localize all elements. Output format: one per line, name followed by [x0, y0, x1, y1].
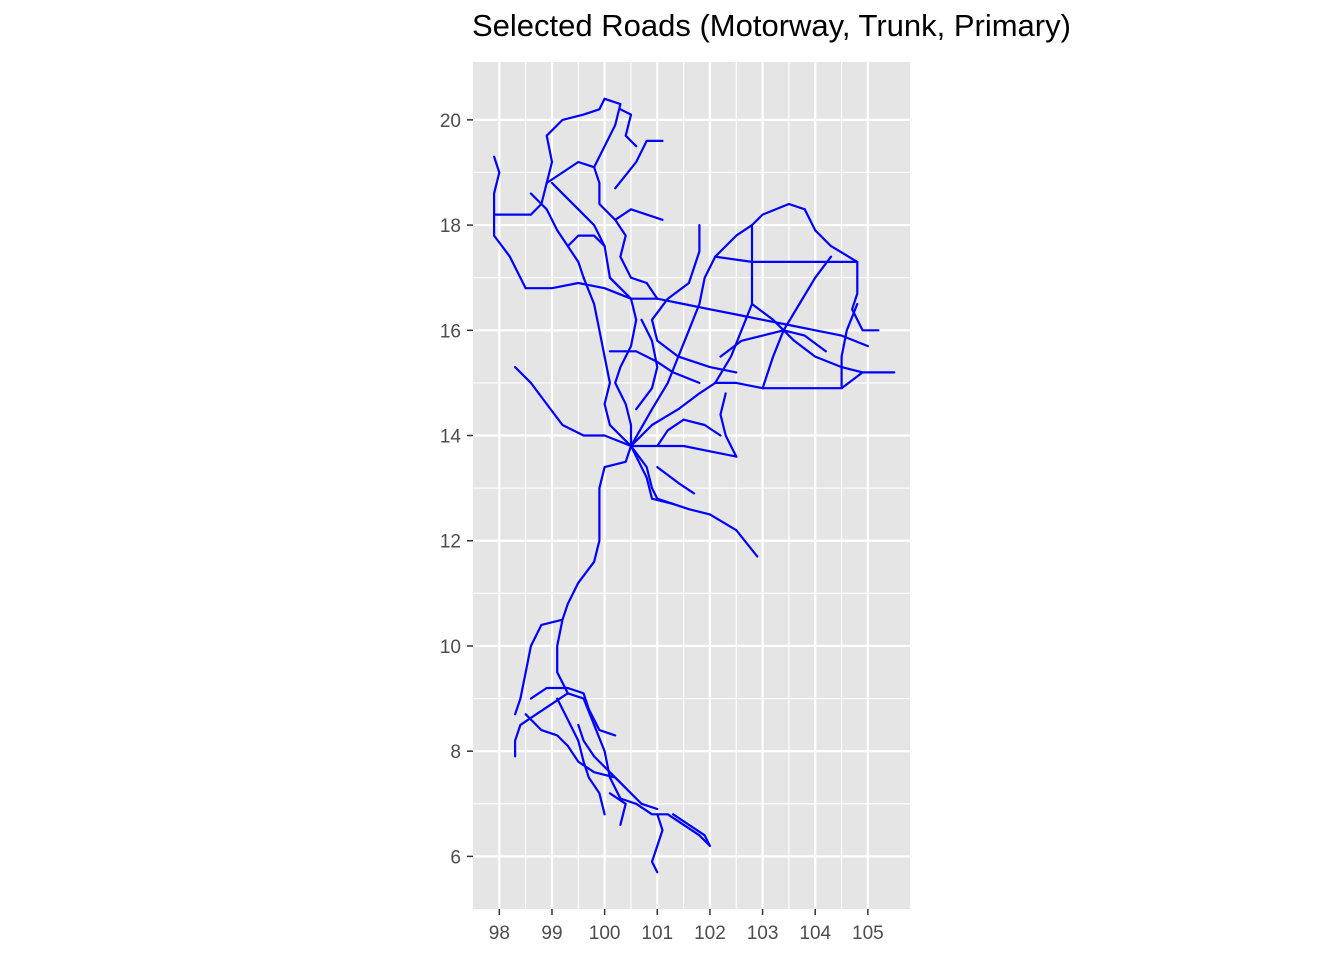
road-line	[592, 97, 622, 169]
road-line	[750, 302, 864, 374]
road-line	[650, 813, 664, 874]
road-line	[614, 208, 664, 221]
x-tick-label: 104	[799, 923, 831, 944]
plot-panel	[473, 62, 910, 909]
road-line	[582, 276, 633, 448]
road-line	[513, 366, 633, 448]
road-line	[714, 255, 859, 263]
road-line	[566, 234, 606, 248]
road-line	[513, 692, 569, 758]
road-line	[656, 418, 722, 448]
road-line	[671, 813, 712, 848]
road-line	[719, 392, 738, 458]
y-tick-label: 6	[450, 847, 461, 868]
road-line	[493, 155, 527, 290]
road-line	[614, 139, 664, 190]
road-line	[840, 302, 859, 390]
road-line	[761, 255, 833, 390]
x-tick-label: 99	[541, 923, 562, 944]
road-line	[577, 723, 627, 790]
road-line	[635, 318, 659, 411]
x-axis: 98 99 100 101 102 103 104 105	[489, 909, 884, 944]
road-line	[656, 466, 696, 495]
road-line	[493, 181, 548, 216]
road-line	[629, 444, 675, 505]
road-line	[719, 329, 827, 358]
x-tick-label: 101	[641, 923, 673, 944]
road-line	[650, 224, 738, 374]
road-line	[629, 371, 896, 448]
y-tick-label: 14	[440, 427, 462, 448]
road-line	[556, 697, 606, 816]
road-line	[629, 444, 738, 458]
road-line	[524, 281, 870, 348]
x-tick-label: 103	[747, 923, 779, 944]
x-tick-label: 100	[589, 923, 621, 944]
road-line	[608, 792, 627, 826]
y-tick-label: 20	[440, 111, 461, 132]
road-line	[803, 208, 880, 332]
road-line	[513, 618, 564, 716]
grid-lines	[473, 62, 910, 909]
y-axis: 6 8 10 12 14 16 18 20	[440, 111, 473, 868]
y-tick-label: 10	[440, 637, 461, 658]
road-line	[529, 686, 617, 737]
x-tick-label: 98	[489, 923, 510, 944]
road-line	[545, 97, 606, 185]
y-tick-label: 16	[440, 321, 461, 342]
road-line	[566, 692, 712, 848]
x-tick-label: 102	[694, 923, 726, 944]
road-line	[556, 444, 633, 695]
road-line	[608, 276, 638, 448]
plot-title: Selected Roads (Motorway, Trunk, Primary…	[472, 8, 1071, 43]
x-tick-label: 105	[852, 923, 884, 944]
road-line	[529, 192, 585, 279]
road-line	[629, 224, 754, 448]
road-line	[524, 713, 659, 811]
road-line	[619, 108, 638, 148]
road-line	[614, 218, 659, 300]
road-network	[493, 97, 896, 874]
y-tick-label: 12	[440, 532, 461, 553]
y-tick-label: 18	[440, 216, 461, 237]
y-tick-label: 8	[450, 742, 461, 763]
